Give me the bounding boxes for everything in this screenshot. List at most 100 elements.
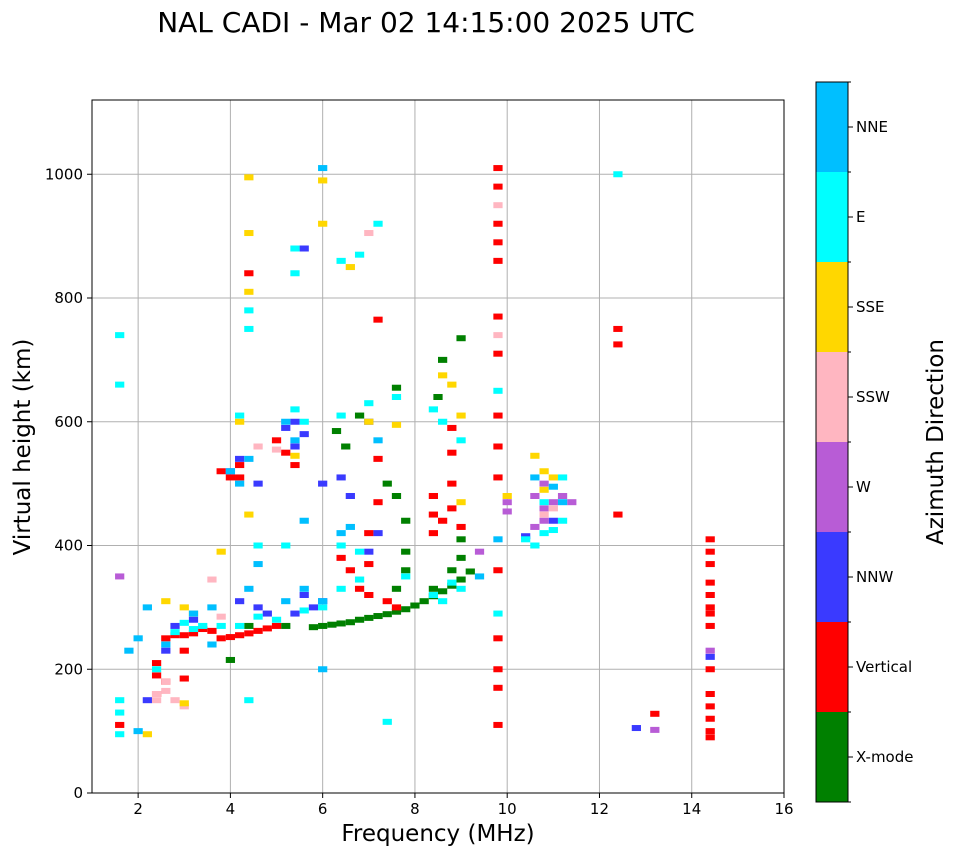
colorbar-tick-label: SSE — [856, 298, 885, 316]
data-point-vertical — [198, 626, 208, 633]
data-point-w — [530, 523, 540, 530]
data-point-vertical — [493, 567, 503, 574]
data-point-vertical — [705, 703, 715, 710]
data-point-w — [539, 480, 549, 487]
data-points — [115, 165, 715, 741]
data-point-e — [244, 325, 254, 332]
data-point-sse — [244, 230, 254, 237]
data-point-x-mode — [318, 622, 328, 629]
data-point-vertical — [382, 598, 392, 605]
data-point-e — [115, 731, 125, 738]
y-tick-label: 800 — [54, 289, 83, 307]
data-point-x-mode — [456, 335, 466, 342]
data-point-x-mode — [401, 517, 411, 524]
data-point-x-mode — [382, 611, 392, 618]
data-point-e — [299, 607, 309, 614]
data-point-vertical — [493, 350, 503, 357]
data-point-e — [244, 307, 254, 314]
data-point-sse — [345, 264, 355, 271]
data-point-vertical — [493, 313, 503, 320]
data-point-vertical — [188, 630, 199, 637]
data-point-vertical — [336, 554, 346, 561]
data-point-nnw — [318, 480, 328, 487]
data-point-e — [290, 245, 300, 252]
data-point-nnw — [290, 443, 300, 450]
data-point-nne — [299, 585, 309, 592]
data-point-vertical — [271, 622, 282, 629]
data-point-nnw — [281, 424, 291, 431]
data-point-e — [336, 257, 346, 264]
data-point-x-mode — [419, 598, 429, 605]
data-point-x-mode — [438, 356, 448, 363]
data-point-w — [567, 499, 577, 506]
colorbar-segment — [816, 622, 848, 712]
data-point-x-mode — [331, 428, 342, 435]
data-point-e — [428, 406, 438, 413]
data-point-ssw — [253, 443, 263, 450]
data-point-e — [299, 418, 309, 425]
data-point-x-mode — [456, 536, 466, 543]
data-point-vertical — [428, 530, 438, 537]
data-point-vertical — [456, 523, 466, 530]
data-point-vertical — [235, 462, 245, 469]
data-point-vertical — [493, 684, 503, 691]
data-point-vertical — [161, 635, 171, 642]
data-point-nnw — [235, 455, 245, 462]
colorbar-tick-label: SSW — [856, 388, 890, 406]
data-point-vertical — [151, 672, 162, 679]
data-point-vertical — [613, 511, 623, 518]
data-point-vertical — [705, 536, 715, 543]
data-point-vertical — [216, 635, 226, 642]
data-point-w — [548, 499, 558, 506]
data-point-e — [115, 709, 125, 716]
data-point-e — [539, 499, 549, 506]
data-point-e — [548, 527, 558, 534]
data-point-vertical — [493, 183, 503, 190]
data-point-nnw — [290, 610, 300, 617]
data-point-e — [428, 592, 438, 598]
data-point-x-mode — [447, 582, 457, 589]
x-tick-label: 10 — [498, 800, 517, 818]
data-point-nne — [225, 468, 236, 475]
data-point-x-mode — [354, 412, 365, 419]
data-point-w — [474, 548, 485, 555]
data-point-nne — [133, 635, 143, 642]
data-point-vertical — [705, 728, 715, 735]
data-point-vertical — [705, 592, 715, 598]
data-point-x-mode — [391, 384, 402, 391]
data-point-sse — [456, 412, 466, 419]
data-point-w — [539, 517, 549, 524]
data-point-x-mode — [391, 608, 402, 615]
data-point-nnw — [373, 530, 383, 537]
data-point-w — [530, 493, 540, 499]
data-point-vertical — [225, 474, 236, 481]
data-point-vertical — [345, 567, 355, 574]
data-point-x-mode — [438, 588, 448, 595]
data-point-nne — [290, 437, 300, 444]
data-point-e — [235, 412, 245, 419]
data-point-vertical — [493, 239, 503, 246]
data-point-nnw — [161, 647, 171, 654]
data-point-x-mode — [364, 614, 374, 621]
data-point-nne — [318, 165, 328, 172]
data-point-vertical — [613, 341, 623, 348]
data-point-vertical — [705, 691, 715, 697]
y-tick-label: 0 — [73, 784, 83, 802]
data-point-vertical — [244, 270, 254, 277]
data-point-sse — [244, 288, 254, 295]
x-tick-label: 6 — [318, 800, 328, 818]
data-point-x-mode — [410, 602, 420, 609]
data-point-nne — [207, 641, 217, 648]
data-point-vertical — [493, 412, 503, 419]
data-point-nnw — [548, 517, 558, 524]
data-point-e — [447, 579, 457, 586]
data-point-w — [705, 647, 715, 654]
data-point-e — [235, 622, 245, 629]
data-point-vertical — [364, 592, 374, 598]
data-point-nne — [557, 499, 568, 506]
data-point-nne — [318, 666, 328, 673]
data-point-e — [216, 622, 226, 629]
data-point-vertical — [373, 499, 383, 506]
data-point-e — [401, 573, 411, 580]
data-point-vertical — [281, 449, 291, 456]
